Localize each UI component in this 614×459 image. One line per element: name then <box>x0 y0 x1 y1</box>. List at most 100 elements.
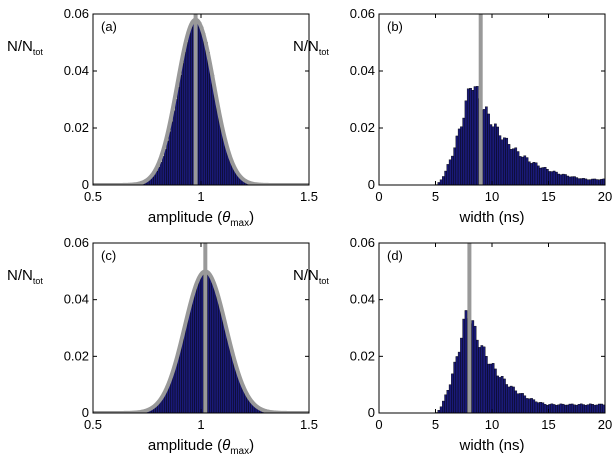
histogram-bar <box>491 126 495 185</box>
histogram-bar <box>518 156 522 185</box>
histogram-bar <box>582 178 585 185</box>
x-tick-label: 5 <box>432 189 439 204</box>
histogram-bar <box>573 404 576 413</box>
histogram-bar <box>600 403 603 413</box>
histogram-bar <box>550 403 554 413</box>
histogram-bar <box>189 26 193 185</box>
histogram-bar <box>442 400 445 413</box>
x-tick-label: 1 <box>197 189 204 204</box>
y-tick-label: 0.04 <box>350 63 375 78</box>
y-tick-label: 0.04 <box>350 292 375 307</box>
histogram-bar <box>478 347 481 413</box>
histogram-bar <box>224 325 228 413</box>
histogram-bar <box>218 300 221 413</box>
histogram-bar <box>496 375 499 413</box>
histogram-bar <box>189 300 193 413</box>
histogram-bar <box>555 404 558 413</box>
plot-area <box>435 14 605 185</box>
histogram-bar <box>586 404 590 413</box>
histogram-bar <box>498 135 502 185</box>
histogram-bar <box>164 148 167 185</box>
histogram-bar <box>573 176 576 185</box>
x-tick-label: 0 <box>375 417 382 432</box>
histogram-bar <box>593 404 597 413</box>
histogram-bar <box>196 280 200 413</box>
histogram-bar <box>466 88 470 185</box>
histogram-bar <box>185 317 189 413</box>
histogram-bar <box>181 63 184 185</box>
histogram-bar <box>537 165 540 185</box>
histogram-bar <box>489 363 493 413</box>
histogram-bar <box>166 140 169 185</box>
histogram-bar <box>473 86 477 185</box>
histogram-bar <box>577 178 581 185</box>
panel-c: 0 0.02 0.04 0.06 0.5 1 1.5 (c) N/Ntot amplitude (… <box>7 235 318 457</box>
histogram-bar <box>557 173 560 185</box>
x-tick-label: 15 <box>541 417 555 432</box>
histogram-bar <box>507 144 511 185</box>
histogram-bar <box>464 310 468 413</box>
histogram-bar <box>505 384 509 413</box>
histogram-bar <box>527 398 531 413</box>
histogram-bar <box>482 346 486 413</box>
y-tick-label: 0.04 <box>64 63 89 78</box>
histogram-bar <box>575 177 579 185</box>
panel-label: (b) <box>387 19 403 34</box>
histogram-bar <box>512 386 515 413</box>
histogram-bar <box>439 406 443 413</box>
histogram-bar <box>209 275 212 413</box>
histogram-bar <box>559 174 563 185</box>
histogram-bar <box>198 275 202 413</box>
histogram-bar <box>532 162 536 185</box>
histogram-bar <box>457 351 461 413</box>
panel-b: 0 0.02 0.04 0.06 0 5 10 15 20 (b) N/Ntot width (ns) <box>293 6 612 226</box>
y-tick-label: 0 <box>368 405 375 420</box>
histogram-bar <box>593 178 597 185</box>
panel-label: (c) <box>101 248 116 263</box>
histogram-bar <box>498 377 502 413</box>
histogram-bar <box>482 109 486 185</box>
histogram-bar <box>205 42 208 185</box>
histogram-bar <box>543 167 547 185</box>
x-tick-label: 15 <box>541 189 555 204</box>
histogram-bar <box>462 318 466 413</box>
histogram-bar <box>561 403 565 413</box>
histogram-bar <box>584 178 588 185</box>
histogram-bar <box>539 402 542 413</box>
histogram-bar <box>446 164 450 185</box>
histogram-bar <box>471 320 475 413</box>
histogram-bar <box>211 280 215 413</box>
histogram-bar <box>570 176 574 185</box>
histogram-bar <box>509 385 513 413</box>
plot-area <box>93 243 309 413</box>
y-tick-label: 0 <box>82 177 89 192</box>
histogram-bar <box>600 178 603 185</box>
histogram-bar <box>487 113 490 185</box>
histogram-bar <box>172 110 176 185</box>
x-axis-label: width (ns) <box>458 209 524 226</box>
histogram-bar <box>564 174 567 185</box>
histogram-bar <box>494 368 497 413</box>
histogram-bar <box>568 403 572 413</box>
histogram-bar <box>451 155 454 185</box>
histogram-bar <box>207 272 210 413</box>
histogram-bar <box>500 376 504 413</box>
histogram-bar <box>530 398 533 413</box>
histogram-bar <box>485 356 488 413</box>
y-axis-label: N/Ntot <box>293 267 329 286</box>
y-tick-label: 0.02 <box>64 120 89 135</box>
y-tick-label: 0.02 <box>350 348 375 363</box>
histogram-bar <box>598 179 601 185</box>
histogram-bar <box>475 86 479 185</box>
histogram-bar <box>588 179 592 185</box>
histogram-bar <box>448 384 452 413</box>
histogram-bar <box>494 123 497 185</box>
panel-d: 0 0.02 0.04 0.06 0 5 10 15 20 (d) N/Ntot width (ns) <box>293 235 612 454</box>
histogram-bar <box>527 161 531 185</box>
histogram-bar <box>543 404 547 413</box>
histogram-bar <box>584 404 588 413</box>
histogram-bar <box>503 378 506 413</box>
x-axis-label: amplitude (θmax) <box>148 209 254 229</box>
histogram-bar <box>552 404 556 413</box>
histogram-bar <box>579 403 583 413</box>
